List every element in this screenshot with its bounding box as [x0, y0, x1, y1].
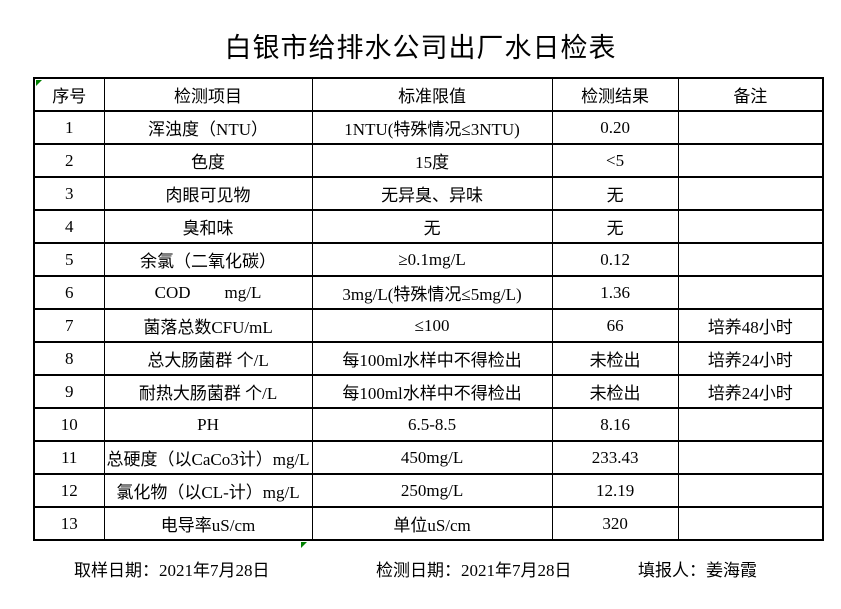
item-cell: COD mg/L	[103, 275, 313, 310]
table-row: 12 氯化物（以CL-计）mg/L 250mg/L 12.19	[33, 473, 824, 508]
table-row: 8 总大肠菌群 个/L 每100ml水样中不得检出 未检出 培养24小时	[33, 341, 824, 376]
row-no-cell: 12	[33, 473, 105, 508]
note-cell	[677, 506, 824, 541]
table-row: 13 电导率uS/cm 单位uS/cm 320	[33, 506, 824, 541]
header-no: 序号	[33, 77, 105, 112]
standard-cell: 单位uS/cm	[311, 506, 553, 541]
result-cell: 无	[551, 209, 679, 244]
row-no-cell: 3	[33, 176, 105, 211]
item-cell: 色度	[103, 143, 313, 178]
inspection-table: 序号 检测项目 标准限值 检测结果 备注 1 浑浊度（NTU） 1NTU(特殊情…	[33, 77, 825, 541]
table-row: 11 总硬度（以CaCo3计）mg/L 450mg/L 233.43	[33, 440, 824, 475]
result-cell: 0.20	[551, 110, 679, 145]
table-row: 2 色度 15度 <5	[33, 143, 824, 178]
header-standard: 标准限值	[311, 77, 553, 112]
standard-cell: ≤100	[311, 308, 553, 343]
result-cell: 未检出	[551, 341, 679, 376]
table-row: 9 耐热大肠菌群 个/L 每100ml水样中不得检出 未检出 培养24小时	[33, 374, 824, 409]
result-cell: 12.19	[551, 473, 679, 508]
test-date-label: 检测日期：2021年7月28日	[376, 561, 572, 580]
standard-cell: 250mg/L	[311, 473, 553, 508]
note-cell	[677, 176, 824, 211]
standard-cell: 每100ml水样中不得检出	[311, 341, 553, 376]
result-cell: 320	[551, 506, 679, 541]
row-no-cell: 1	[33, 110, 105, 145]
standard-cell: 无	[311, 209, 553, 244]
note-cell	[677, 209, 824, 244]
sampling-date-label: 取样日期：2021年7月28日	[74, 561, 270, 580]
standard-cell: 15度	[311, 143, 553, 178]
row-no-cell: 5	[33, 242, 105, 277]
note-cell	[677, 143, 824, 178]
row-no-cell: 10	[33, 407, 105, 442]
note-cell	[677, 440, 824, 475]
item-cell: 总硬度（以CaCo3计）mg/L	[103, 440, 313, 475]
note-cell	[677, 275, 824, 310]
table-row: 4 臭和味 无 无	[33, 209, 824, 244]
standard-cell: ≥0.1mg/L	[311, 242, 553, 277]
footer: 取样日期：2021年7月28日 检测日期：2021年7月28日 填报人：姜海霞	[0, 556, 841, 580]
row-no-cell: 9	[33, 374, 105, 409]
cell-error-indicator-icon	[36, 80, 42, 86]
result-cell: 1.36	[551, 275, 679, 310]
result-cell: 233.43	[551, 440, 679, 475]
row-no-cell: 4	[33, 209, 105, 244]
table-row: 3 肉眼可见物 无异臭、异味 无	[33, 176, 824, 211]
item-cell: 电导率uS/cm	[103, 506, 313, 541]
row-no-cell: 2	[33, 143, 105, 178]
item-cell: 总大肠菌群 个/L	[103, 341, 313, 376]
cell-error-indicator-icon	[301, 542, 307, 548]
result-cell: 66	[551, 308, 679, 343]
result-cell: <5	[551, 143, 679, 178]
note-cell	[677, 242, 824, 277]
item-cell: 余氯（二氧化碳）	[103, 242, 313, 277]
note-cell	[677, 407, 824, 442]
row-no-cell: 7	[33, 308, 105, 343]
row-no-cell: 6	[33, 275, 105, 310]
table-row: 6 COD mg/L 3mg/L(特殊情况≤5mg/L) 1.36	[33, 275, 824, 310]
note-cell: 培养48小时	[677, 308, 824, 343]
item-cell: 菌落总数CFU/mL	[103, 308, 313, 343]
standard-cell: 1NTU(特殊情况≤3NTU)	[311, 110, 553, 145]
result-cell: 未检出	[551, 374, 679, 409]
table-row: 10 PH 6.5-8.5 8.16	[33, 407, 824, 442]
item-cell: 耐热大肠菌群 个/L	[103, 374, 313, 409]
table-header-row: 序号 检测项目 标准限值 检测结果 备注	[33, 77, 824, 112]
note-cell	[677, 110, 824, 145]
item-cell: 臭和味	[103, 209, 313, 244]
note-cell	[677, 473, 824, 508]
result-cell: 0.12	[551, 242, 679, 277]
item-cell: 肉眼可见物	[103, 176, 313, 211]
item-cell: 氯化物（以CL-计）mg/L	[103, 473, 313, 508]
header-item: 检测项目	[103, 77, 313, 112]
row-no-cell: 11	[33, 440, 105, 475]
row-no-cell: 13	[33, 506, 105, 541]
standard-cell: 450mg/L	[311, 440, 553, 475]
header-result: 检测结果	[551, 77, 679, 112]
note-cell: 培养24小时	[677, 374, 824, 409]
table-row: 5 余氯（二氧化碳） ≥0.1mg/L 0.12	[33, 242, 824, 277]
header-note: 备注	[677, 77, 824, 112]
table-row: 7 菌落总数CFU/mL ≤100 66 培养48小时	[33, 308, 824, 343]
standard-cell: 每100ml水样中不得检出	[311, 374, 553, 409]
table-row: 1 浑浊度（NTU） 1NTU(特殊情况≤3NTU) 0.20	[33, 110, 824, 145]
reporter-label: 填报人：姜海霞	[638, 561, 757, 580]
result-cell: 8.16	[551, 407, 679, 442]
item-cell: PH	[103, 407, 313, 442]
page-title: 白银市给排水公司出厂水日检表	[224, 33, 617, 63]
standard-cell: 6.5-8.5	[311, 407, 553, 442]
standard-cell: 3mg/L(特殊情况≤5mg/L)	[311, 275, 553, 310]
row-no-cell: 8	[33, 341, 105, 376]
standard-cell: 无异臭、异味	[311, 176, 553, 211]
item-cell: 浑浊度（NTU）	[103, 110, 313, 145]
result-cell: 无	[551, 176, 679, 211]
note-cell: 培养24小时	[677, 341, 824, 376]
